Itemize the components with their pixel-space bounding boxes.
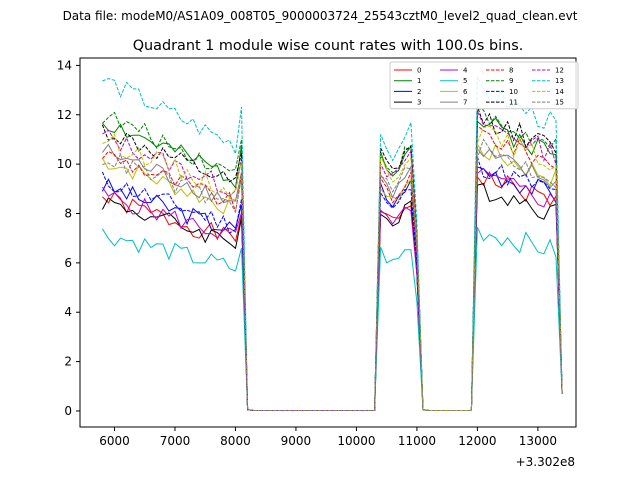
legend-label-3: 3 (417, 99, 421, 107)
legend-label-7: 7 (463, 99, 467, 107)
series-line-7 (102, 143, 563, 411)
series-line-12 (102, 110, 563, 411)
series-line-6 (101, 142, 563, 411)
legend-label-4: 4 (463, 67, 468, 75)
series-line-10 (101, 156, 563, 411)
legend-label-0: 0 (417, 67, 421, 75)
legend-label-8: 8 (509, 67, 513, 75)
y-tick-label: 12 (57, 108, 72, 122)
axis-ticks: 6000 7000 8000 9000 10000 11000 12000 13000 0 2 4 6… (57, 58, 557, 448)
series-line-0 (102, 171, 563, 411)
x-tick-label: 12000 (458, 434, 496, 448)
x-tick-label: 6000 (99, 434, 130, 448)
x-tick-label: 7000 (160, 434, 191, 448)
series-line-11 (101, 106, 563, 411)
series-line-2 (101, 166, 563, 411)
chart-suptitle: Data file: modeM0/AS1A09_008T05_90000037… (63, 9, 578, 23)
legend-box (389, 61, 579, 110)
legend-label-14: 14 (555, 88, 564, 96)
series-line-3 (101, 182, 563, 411)
series-line-14 (102, 125, 563, 411)
series-line-1 (102, 117, 563, 411)
x-offset-label: +3.302e8 (516, 455, 575, 469)
series-line-5 (101, 226, 563, 411)
legend-label-12: 12 (555, 67, 564, 75)
y-tick-label: 6 (64, 256, 72, 270)
legend-label-5: 5 (463, 77, 467, 85)
y-tick-label: 0 (64, 404, 72, 418)
y-tick-label: 2 (64, 355, 72, 369)
y-tick-label: 10 (57, 157, 72, 171)
plot-frame (79, 57, 577, 428)
legend-label-6: 6 (463, 88, 468, 96)
x-tick-label: 10000 (337, 434, 375, 448)
legend-label-1: 1 (417, 77, 421, 85)
x-tick-label: 13000 (519, 434, 557, 448)
y-tick-label: 8 (64, 206, 72, 220)
legend-label-9: 9 (509, 77, 513, 85)
x-tick-label: 9000 (281, 434, 312, 448)
series-line-4 (101, 167, 563, 411)
series-line-9 (102, 107, 563, 411)
x-tick-label: 11000 (398, 434, 436, 448)
plot-lines (101, 75, 563, 411)
legend-label-10: 10 (509, 88, 518, 96)
y-tick-label: 14 (57, 58, 72, 72)
legend-label-11: 11 (509, 99, 518, 107)
series-line-15 (102, 138, 563, 411)
series-line-8 (102, 124, 563, 411)
legend-label-2: 2 (417, 88, 421, 96)
legend-label-15: 15 (555, 99, 564, 107)
x-tick-label: 8000 (220, 434, 251, 448)
legend-label-13: 13 (555, 77, 564, 85)
y-tick-label: 4 (64, 305, 72, 319)
chart-title: Quadrant 1 module wise count rates with … (133, 38, 524, 54)
